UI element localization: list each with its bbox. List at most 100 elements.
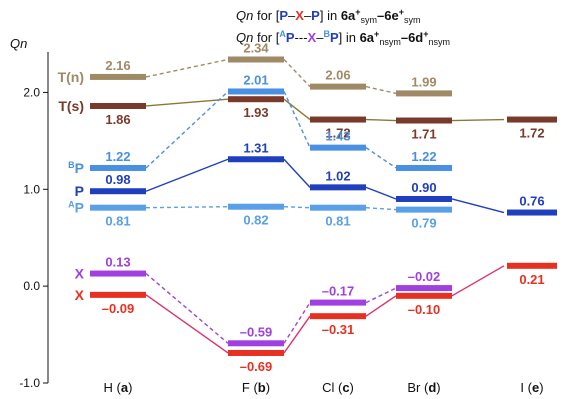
series-connector bbox=[145, 90, 229, 169]
series-connector bbox=[283, 91, 311, 148]
data-label: 0.82 bbox=[243, 213, 268, 228]
data-label: –0.09 bbox=[102, 301, 135, 316]
data-label: 0.21 bbox=[519, 272, 544, 287]
data-label: 1.99 bbox=[411, 74, 436, 89]
series-label: AP bbox=[68, 200, 84, 216]
data-label: 1.72 bbox=[519, 126, 544, 141]
level-bar bbox=[90, 188, 146, 195]
level-bar bbox=[90, 164, 146, 171]
data-label: 1.22 bbox=[105, 149, 130, 164]
series-label: T(s) bbox=[58, 98, 84, 114]
data-label: 2.16 bbox=[105, 58, 130, 73]
series-label: BP bbox=[68, 160, 84, 176]
level-bar bbox=[310, 313, 366, 320]
level-bar bbox=[228, 340, 284, 347]
series-label: T(n) bbox=[58, 69, 84, 85]
y-axis-label: Qn bbox=[10, 36, 27, 51]
level-bar bbox=[228, 349, 284, 356]
chart-axes: Qn -1.0 0.0 1.0 2.0 H (a) F (b) Cl (c) Br (d) I (… bbox=[10, 36, 544, 395]
series-connector bbox=[283, 98, 311, 121]
level-bar bbox=[507, 116, 557, 123]
data-label: 0.79 bbox=[411, 216, 436, 231]
series-connector bbox=[365, 295, 397, 317]
level-bar bbox=[228, 96, 284, 103]
series-labels: T(n) T(s) BP PAP XX bbox=[58, 69, 85, 303]
series-connector bbox=[283, 206, 311, 209]
data-label: –0.02 bbox=[408, 269, 441, 284]
level-bar bbox=[90, 73, 146, 80]
level-bar bbox=[90, 204, 146, 211]
series-connector bbox=[283, 302, 311, 344]
series-connector bbox=[365, 206, 397, 211]
level-bar bbox=[90, 270, 146, 277]
data-label: –0.10 bbox=[408, 302, 441, 317]
level-bar bbox=[396, 206, 452, 213]
level-bar bbox=[396, 195, 452, 202]
y-tick-label: 2.0 bbox=[23, 85, 40, 99]
data-label: –0.69 bbox=[240, 359, 273, 374]
level-bar bbox=[507, 262, 557, 269]
level-bar bbox=[507, 209, 557, 216]
x-tick-label: Br (d) bbox=[407, 380, 440, 395]
series-connector bbox=[145, 294, 229, 354]
chart-title: Qn for [P–X–P] in 6a+sym–6e+sym Qn for [A… bbox=[236, 7, 450, 47]
data-label: 1.71 bbox=[411, 127, 436, 142]
data-label: 2.01 bbox=[243, 72, 268, 87]
x-tick-label: Cl (c) bbox=[322, 380, 354, 395]
data-label: 1.72 bbox=[325, 126, 350, 141]
level-bar bbox=[228, 56, 284, 63]
data-label: –0.59 bbox=[240, 324, 273, 339]
series-connector bbox=[145, 58, 229, 78]
level-bar bbox=[310, 83, 366, 90]
y-tick-label: -1.0 bbox=[19, 376, 40, 390]
level-bar bbox=[90, 102, 146, 109]
level-bar bbox=[396, 292, 452, 299]
series-connector bbox=[365, 287, 397, 304]
x-tick-label: F (b) bbox=[242, 380, 270, 395]
data-label: 0.76 bbox=[519, 194, 544, 209]
title-line-1: Qn for [P–X–P] in 6a+sym–6e+sym bbox=[236, 7, 421, 25]
level-bar bbox=[228, 203, 284, 210]
series-connector bbox=[145, 206, 229, 209]
data-label: 2.06 bbox=[325, 68, 350, 83]
level-bar bbox=[396, 90, 452, 97]
level-bar bbox=[396, 285, 452, 292]
data-label: 1.86 bbox=[105, 112, 130, 127]
data-label: 0.81 bbox=[325, 214, 350, 229]
level-bar bbox=[310, 184, 366, 191]
data-label: 0.81 bbox=[105, 214, 130, 229]
x-tick-label: H (a) bbox=[104, 380, 133, 395]
data-label: 0.98 bbox=[105, 172, 130, 187]
data-label: 0.90 bbox=[411, 180, 436, 195]
level-bar bbox=[228, 156, 284, 163]
series-lines bbox=[145, 58, 505, 354]
data-label: –0.31 bbox=[322, 322, 355, 337]
series-label: X bbox=[75, 287, 85, 303]
series-connector bbox=[451, 198, 505, 214]
data-label: 1.93 bbox=[243, 105, 268, 120]
series-connector bbox=[145, 158, 229, 192]
data-label: 1.31 bbox=[243, 140, 268, 155]
value-labels: 2.16 2.34 2.06 1.99 1.86 1.93 1.72 1.71 1.72 1.22… bbox=[102, 40, 545, 373]
data-label: 0.13 bbox=[105, 255, 130, 270]
level-bar bbox=[310, 299, 366, 306]
title-line-2: Qn for [AP---X–BP] in 6a+nsym–6d+nsym bbox=[236, 29, 450, 47]
series-label: X bbox=[75, 266, 85, 282]
y-tick-label: 0.0 bbox=[23, 279, 40, 293]
level-bar bbox=[310, 144, 366, 151]
series-connector bbox=[283, 315, 311, 354]
series-connector bbox=[451, 265, 505, 297]
data-label: 2.34 bbox=[243, 40, 269, 55]
level-bars bbox=[90, 56, 557, 356]
level-bar bbox=[310, 116, 366, 123]
data-label: –0.17 bbox=[322, 284, 355, 299]
series-connector bbox=[451, 118, 505, 122]
level-bar bbox=[228, 88, 284, 95]
data-label: 1.22 bbox=[411, 149, 436, 164]
series-connector bbox=[365, 147, 397, 169]
series-connector bbox=[365, 118, 397, 122]
series-label: P bbox=[75, 183, 84, 199]
series-connector bbox=[145, 273, 229, 344]
x-tick-label: I (e) bbox=[520, 380, 543, 395]
